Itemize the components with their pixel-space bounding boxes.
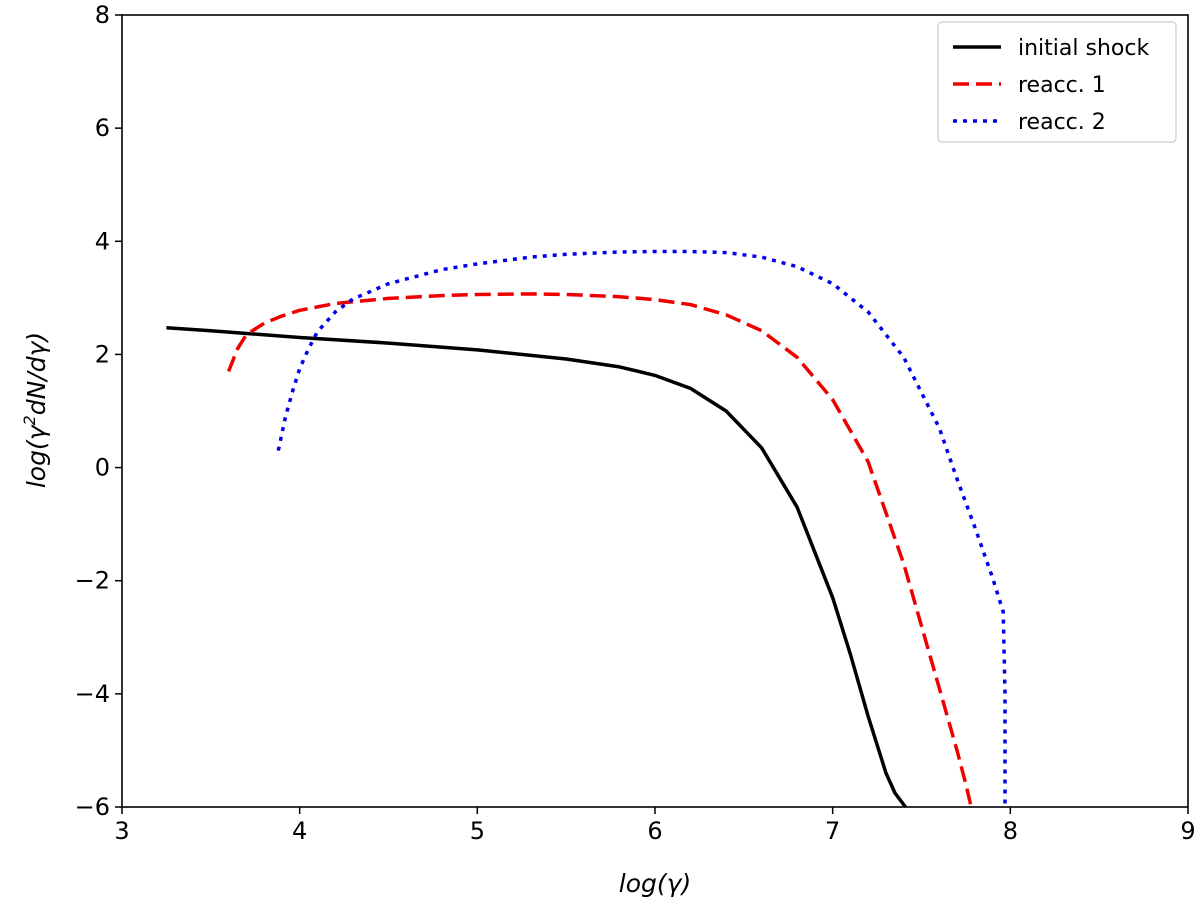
y-axis-label-sup: 2	[20, 415, 39, 425]
series-line-reacc-1	[226, 292, 973, 808]
y-axis-label-post: dN/dγ)	[22, 332, 51, 415]
x-tick-label: 7	[825, 817, 840, 845]
x-axis-label: log(γ)	[619, 869, 691, 898]
plot-lines	[166, 249, 1007, 809]
x-tick-label: 5	[470, 817, 485, 845]
y-tick-label: −4	[75, 680, 110, 708]
y-tick-label: 8	[95, 1, 110, 29]
series-line-initial-shock	[166, 326, 907, 809]
legend: initial shock reacc. 1 reacc. 2	[937, 21, 1177, 143]
x-tick-label: 6	[647, 817, 662, 845]
y-tick-label: 0	[95, 454, 110, 482]
y-axis-label: log(γ2dN/dγ)	[20, 332, 51, 488]
x-tick-label: 9	[1180, 817, 1195, 845]
y-tick-label: 2	[95, 340, 110, 368]
legend-label: reacc. 1	[1018, 73, 1106, 98]
y-tick-label: 6	[95, 114, 110, 142]
y-tick-label: −2	[75, 567, 110, 595]
axis-ticks: 3 4 5 6 7 8 9 −6 −4 −2 0 2 4 6 8	[75, 1, 1196, 845]
legend-label: initial shock	[1018, 36, 1149, 61]
legend-box	[937, 21, 1177, 143]
x-tick-label: 3	[114, 817, 129, 845]
series-line-reacc-2	[276, 249, 1007, 807]
x-tick-label: 8	[1003, 817, 1018, 845]
y-axis-label-pre: log(γ	[22, 424, 51, 488]
y-tick-label: −6	[75, 793, 110, 821]
legend-label: reacc. 2	[1018, 110, 1106, 135]
x-tick-label: 4	[292, 817, 307, 845]
y-tick-label: 4	[95, 227, 110, 255]
